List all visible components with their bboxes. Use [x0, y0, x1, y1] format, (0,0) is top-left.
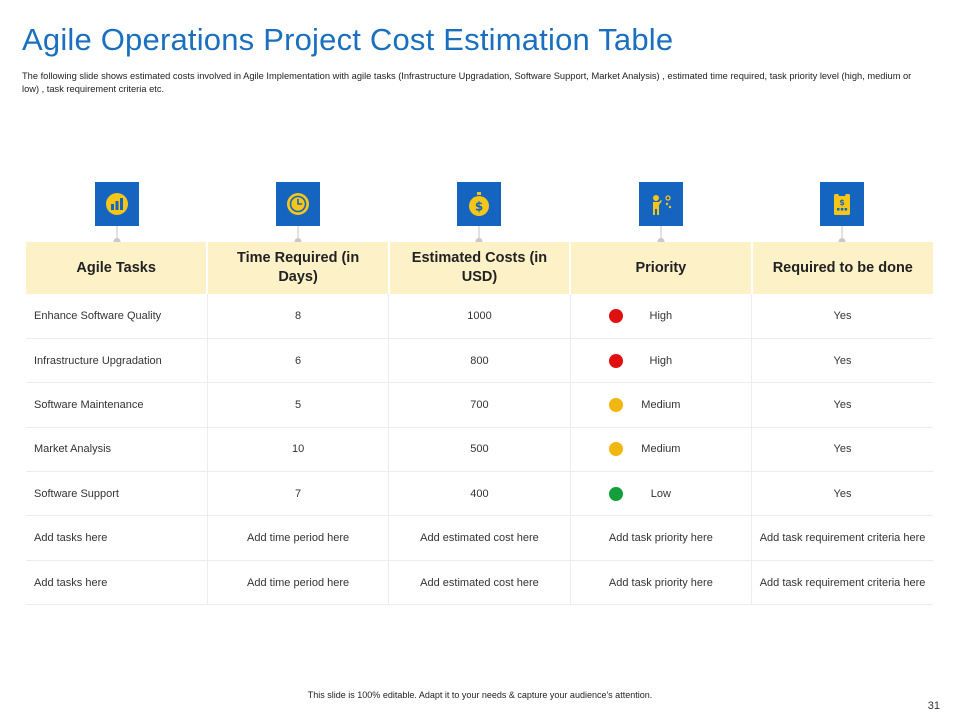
cell-required: Add task requirement criteria here	[751, 560, 933, 606]
clock-icon	[276, 182, 321, 226]
cell-task: Market Analysis	[26, 427, 208, 473]
connector-dot	[294, 238, 302, 245]
cell-priority: Add task priority here	[570, 560, 753, 606]
connector-line	[660, 226, 662, 240]
priority-label: Low	[650, 487, 671, 500]
cell-cost: 700	[388, 382, 571, 428]
priority-label: High	[649, 309, 673, 322]
connector-dot	[838, 238, 846, 245]
priority-wrap: Medium	[577, 442, 745, 457]
cell-required: Yes	[751, 294, 933, 339]
cell-time: Add time period here	[207, 560, 390, 606]
priority-label: Medium	[641, 398, 681, 411]
svg-text:$: $	[839, 198, 845, 207]
priority-wrap: High	[577, 308, 745, 323]
cell-task: Add tasks here	[26, 560, 208, 606]
cell-time: 7	[207, 471, 390, 517]
priority-medium-dot-icon	[608, 397, 623, 412]
cell-cost: Add estimated cost here	[388, 560, 571, 606]
connector-dot	[475, 238, 483, 245]
slide-title: Agile Operations Project Cost Estimation…	[22, 22, 674, 57]
svg-text:$: $	[475, 200, 483, 214]
header-priority: Priority	[570, 242, 753, 294]
connector-line	[297, 226, 299, 240]
priority-low-dot-icon	[608, 486, 623, 501]
cell-priority: Medium	[570, 427, 753, 473]
presenter-icon	[638, 182, 683, 226]
table-row: Add tasks here Add time period here Add …	[26, 515, 933, 561]
cell-cost: 800	[388, 338, 571, 384]
cell-time: 6	[207, 338, 390, 384]
priority-label: Medium	[641, 443, 681, 456]
slide-subtitle: The following slide shows estimated cost…	[22, 71, 912, 94]
cell-time: 8	[207, 294, 390, 339]
dollar-coin-icon: $	[457, 182, 502, 226]
table-row: Enhance Software Quality 8 1000 High Yes	[26, 294, 933, 339]
slide-footer: This slide is 100% editable. Adapt it to…	[307, 690, 653, 700]
cell-cost: Add estimated cost here	[388, 515, 571, 561]
table-row: Add tasks here Add time period here Add …	[26, 560, 933, 606]
table-row: Software Maintenance 5 700 Medium Yes	[26, 382, 933, 428]
column-icons: $	[26, 182, 933, 246]
cell-task: Software Support	[26, 471, 208, 517]
cell-required: Yes	[751, 471, 933, 517]
icon-column	[207, 182, 388, 246]
header-agile-tasks: Agile Tasks	[26, 242, 209, 294]
connector-dot	[657, 238, 665, 245]
cell-priority: High	[570, 294, 753, 339]
cell-time: 10	[207, 427, 390, 473]
cell-priority: High	[570, 338, 753, 384]
cell-task: Infrastructure Upgradation	[26, 338, 208, 384]
icon-column	[26, 182, 207, 246]
icon-column: $	[752, 182, 933, 246]
connector-line	[478, 226, 480, 240]
header-time-required: Time Required (in Days)	[207, 242, 390, 294]
cell-cost: 400	[388, 471, 571, 517]
page-number: 31	[927, 700, 940, 712]
header-required: Required to be done	[751, 242, 933, 294]
cell-required: Yes	[751, 338, 933, 384]
cell-required: Yes	[751, 382, 933, 428]
table-row: Market Analysis 10 500 Medium Yes	[26, 427, 933, 473]
header-estimated-costs: Estimated Costs (in USD)	[388, 242, 572, 294]
connector-line	[841, 226, 843, 240]
priority-wrap: Low	[577, 486, 745, 501]
cell-priority: Low	[570, 471, 753, 517]
cell-priority: Medium	[570, 382, 753, 428]
cell-time: 5	[207, 382, 390, 428]
cell-cost: 1000	[388, 294, 571, 339]
cell-time: Add time period here	[207, 515, 390, 561]
tasks-icon	[94, 182, 139, 226]
table-header-row: Agile Tasks Time Required (in Days) Esti…	[26, 242, 933, 294]
priority-wrap: High	[577, 353, 745, 368]
cell-required: Yes	[751, 427, 933, 473]
priority-label: High	[649, 354, 673, 367]
cell-task: Enhance Software Quality	[26, 294, 208, 339]
connector-dot	[113, 238, 121, 245]
cell-task: Add tasks here	[26, 515, 208, 561]
cell-priority: Add task priority here	[570, 515, 753, 561]
table-row: Software Support 7 400 Low Yes	[26, 471, 933, 517]
cell-required: Add task requirement criteria here	[751, 515, 933, 561]
clipboard-icon: $	[820, 182, 865, 226]
cell-cost: 500	[388, 427, 571, 473]
priority-wrap: Medium	[577, 397, 745, 412]
priority-high-dot-icon	[608, 308, 623, 323]
connector-line	[116, 226, 118, 240]
cost-estimation-table: Agile Tasks Time Required (in Days) Esti…	[26, 242, 933, 606]
table-row: Infrastructure Upgradation 6 800 High Ye…	[26, 338, 933, 384]
priority-medium-dot-icon	[608, 442, 623, 457]
icon-column: $	[389, 182, 570, 246]
priority-high-dot-icon	[608, 353, 623, 368]
icon-column	[570, 182, 751, 246]
cell-task: Software Maintenance	[26, 382, 208, 428]
